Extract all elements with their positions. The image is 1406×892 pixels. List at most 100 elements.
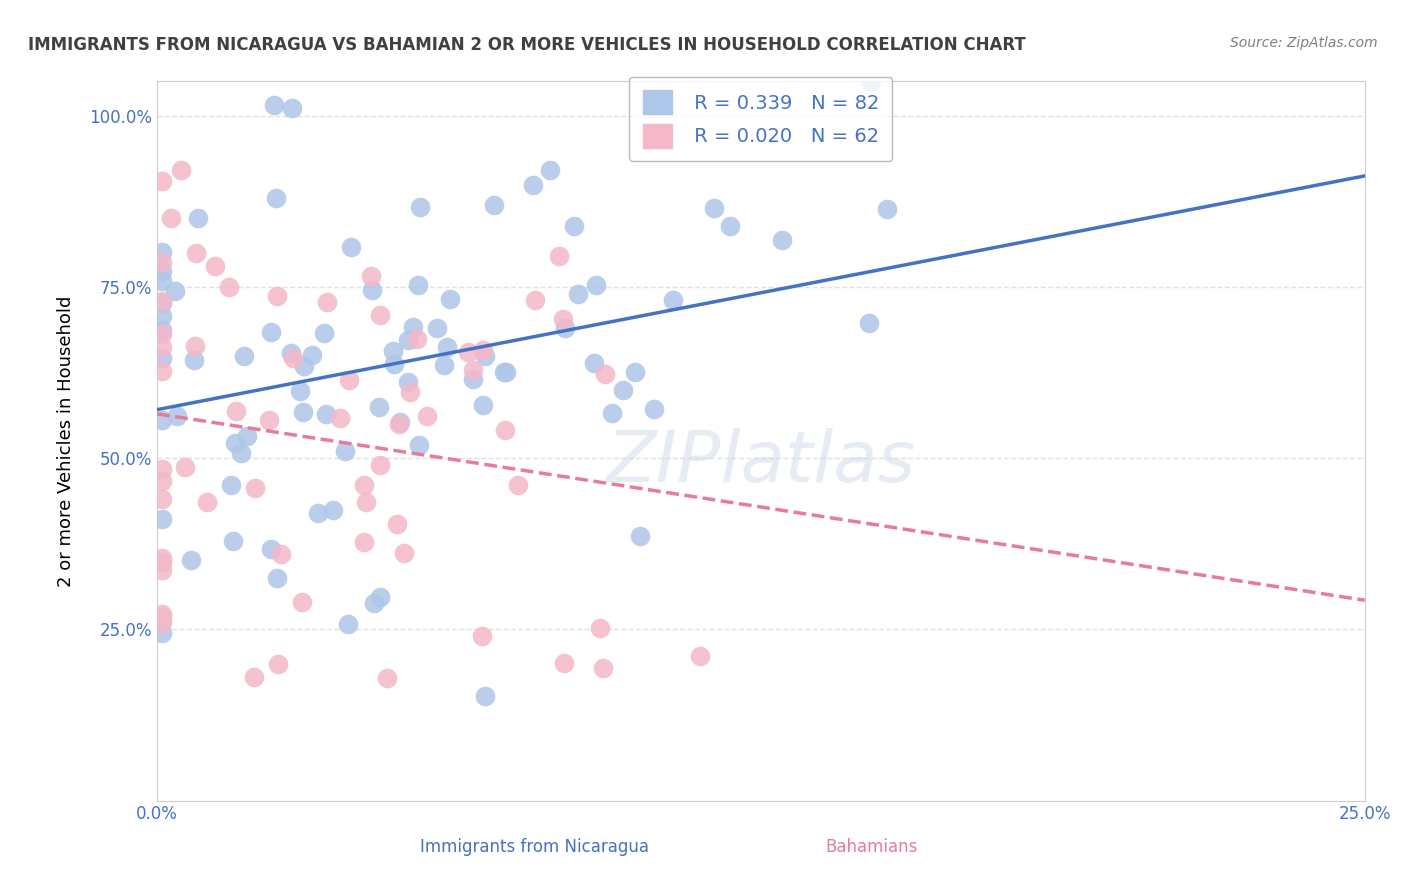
Point	[150, 351, 173, 365]
Point	[628, 528, 651, 542]
Point	[232, 349, 254, 363]
Point	[363, 596, 385, 610]
Point	[494, 365, 516, 379]
Point	[368, 590, 391, 604]
Point	[329, 411, 352, 425]
Point	[288, 384, 311, 399]
Text: Immigrants from Nicaragua: Immigrants from Nicaragua	[420, 838, 648, 855]
Point	[340, 240, 363, 254]
Point	[180, 552, 202, 566]
Point	[405, 332, 427, 346]
Point	[204, 260, 226, 274]
Point	[218, 280, 240, 294]
Point	[494, 423, 516, 437]
Point	[593, 367, 616, 381]
Point	[183, 339, 205, 353]
Point	[689, 649, 711, 664]
Point	[307, 506, 329, 520]
Point	[592, 661, 614, 675]
Point	[150, 626, 173, 640]
Point	[225, 404, 247, 418]
Point	[150, 615, 173, 630]
Point	[770, 233, 793, 247]
Point	[150, 323, 173, 337]
Point	[553, 312, 575, 326]
Point	[183, 353, 205, 368]
Point	[260, 541, 283, 556]
Point	[399, 384, 422, 399]
Point	[381, 344, 404, 359]
Point	[242, 670, 264, 684]
Point	[471, 629, 494, 643]
Point	[553, 656, 575, 670]
Point	[150, 555, 173, 569]
Point	[263, 97, 285, 112]
Point	[859, 74, 882, 88]
Point	[267, 657, 290, 671]
Point	[150, 512, 173, 526]
Point	[567, 286, 589, 301]
Point	[243, 481, 266, 495]
Point	[585, 277, 607, 292]
Point	[150, 551, 173, 566]
Point	[229, 446, 252, 460]
Point	[643, 401, 665, 416]
Text: IMMIGRANTS FROM NICARAGUA VS BAHAMIAN 2 OR MORE VEHICLES IN HOUSEHOLD CORRELATIO: IMMIGRANTS FROM NICARAGUA VS BAHAMIAN 2 …	[28, 36, 1026, 54]
Point	[876, 202, 898, 217]
Point	[195, 495, 218, 509]
Point	[474, 349, 496, 363]
Point	[396, 375, 419, 389]
Point	[150, 607, 173, 621]
Text: Bahamians: Bahamians	[825, 838, 918, 855]
Point	[583, 356, 606, 370]
Point	[406, 278, 429, 293]
Point	[235, 429, 257, 443]
Point	[482, 198, 505, 212]
Point	[623, 365, 645, 379]
Point	[270, 547, 292, 561]
Point	[150, 474, 173, 488]
Point	[174, 460, 197, 475]
Point	[457, 345, 479, 359]
Point	[522, 178, 544, 193]
Point	[150, 563, 173, 577]
Point	[472, 343, 495, 358]
Point	[426, 320, 449, 334]
Point	[166, 409, 188, 423]
Point	[281, 101, 304, 115]
Point	[703, 201, 725, 215]
Point	[408, 438, 430, 452]
Point	[150, 491, 173, 506]
Point	[337, 373, 360, 387]
Point	[150, 610, 173, 624]
Point	[495, 365, 517, 379]
Y-axis label: 2 or more Vehicles in Household: 2 or more Vehicles in Household	[58, 295, 75, 587]
Point	[150, 340, 173, 354]
Point	[433, 358, 456, 372]
Point	[224, 436, 246, 450]
Point	[408, 200, 430, 214]
Point	[388, 415, 411, 429]
Point	[354, 495, 377, 509]
Point	[150, 293, 173, 308]
Point	[301, 348, 323, 362]
Point	[402, 320, 425, 334]
Point	[548, 249, 571, 263]
Point	[219, 477, 242, 491]
Point	[259, 413, 281, 427]
Point	[538, 162, 561, 177]
Point	[718, 219, 741, 234]
Point	[388, 417, 411, 432]
Point	[280, 346, 302, 360]
Point	[562, 219, 585, 234]
Point	[333, 444, 356, 458]
Point	[508, 478, 530, 492]
Point	[150, 274, 173, 288]
Text: ZIPlatlas: ZIPlatlas	[606, 428, 915, 497]
Point	[600, 406, 623, 420]
Point	[150, 326, 173, 341]
Point	[370, 308, 392, 322]
Point	[266, 571, 288, 585]
Point	[266, 191, 288, 205]
Point	[612, 383, 634, 397]
